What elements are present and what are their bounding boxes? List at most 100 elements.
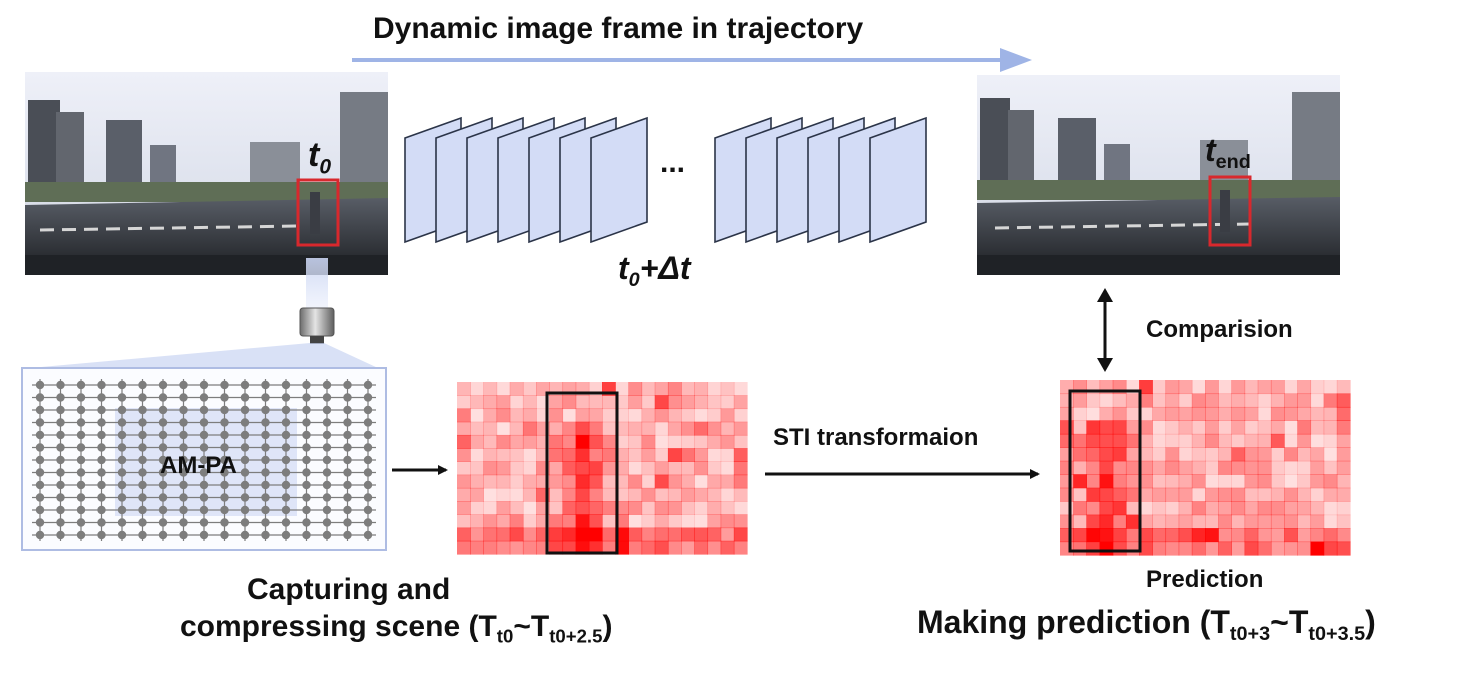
sensor-node	[343, 480, 352, 490]
sensor-node	[138, 493, 147, 502]
sensor-node	[220, 518, 229, 527]
sensor-node	[76, 493, 86, 502]
sensor-node	[261, 455, 270, 465]
sensor-node	[158, 530, 168, 540]
sensor-node	[343, 443, 352, 452]
sensor-node	[158, 418, 168, 427]
sensor-node	[138, 480, 147, 490]
sensor-node	[343, 493, 352, 502]
right-caption: Making prediction (Tt0+3~Tt0+3.5)	[917, 604, 1376, 645]
sensor-node	[220, 380, 229, 390]
sensor-node	[179, 443, 188, 452]
sensor-node	[199, 430, 209, 440]
sensor-node	[281, 405, 291, 415]
sensor-node	[281, 430, 291, 440]
sensor-node	[138, 518, 147, 527]
sensor-node	[363, 468, 373, 477]
sensor-node	[363, 380, 373, 390]
sensor-node	[158, 505, 168, 515]
sensor-node	[363, 430, 373, 440]
capture-beam	[30, 258, 378, 368]
sensor-node	[158, 468, 168, 477]
sensor-node	[240, 393, 250, 402]
sensor-node	[97, 405, 106, 415]
sensor-node	[35, 480, 45, 490]
sensor-node	[322, 493, 332, 502]
sensor-node	[261, 530, 270, 540]
sensor-node	[261, 443, 270, 452]
sensor-node	[302, 505, 311, 515]
sensor-node	[302, 393, 311, 402]
sensor-node	[97, 455, 106, 465]
sensor-node	[35, 530, 45, 540]
sensor-node	[322, 480, 332, 490]
sensor-node	[138, 530, 147, 540]
sensor-node	[199, 405, 209, 415]
sensor-node	[240, 380, 250, 390]
sensor-node	[56, 505, 65, 515]
sensor-node	[240, 418, 250, 427]
sensor-node	[179, 418, 188, 427]
sensor-node	[35, 380, 45, 390]
sensor-node	[322, 418, 332, 427]
sensor-node	[97, 393, 106, 402]
sensor-node	[199, 480, 209, 490]
sensor-node	[117, 393, 127, 402]
sensor-node	[35, 405, 45, 415]
sensor-node	[322, 530, 332, 540]
sensor-node	[220, 480, 229, 490]
sensor-node	[199, 418, 209, 427]
sensor-node	[220, 418, 229, 427]
sensor-node	[302, 405, 311, 415]
sensor-node	[343, 530, 352, 540]
sensor-node	[363, 518, 373, 527]
sensor-node	[322, 518, 332, 527]
sensor-node	[76, 393, 86, 402]
sensor-node	[302, 455, 311, 465]
sensor-node	[117, 443, 127, 452]
sensor-node	[343, 455, 352, 465]
sensor-node	[261, 505, 270, 515]
sensor-node	[35, 418, 45, 427]
frames-ellipsis: ...	[660, 146, 686, 179]
sensor-node	[220, 530, 229, 540]
sensor-node	[97, 430, 106, 440]
sensor-node	[220, 455, 229, 465]
sensor-node	[138, 443, 147, 452]
sensor-node	[261, 393, 270, 402]
sensor-node	[261, 493, 270, 502]
sensor-node	[76, 455, 86, 465]
sensor-node	[363, 505, 373, 515]
sensor-node	[56, 455, 65, 465]
sensor-node	[117, 430, 127, 440]
sensor-node	[117, 418, 127, 427]
left-caption-line1: Capturing and	[247, 573, 451, 606]
sensor-node	[363, 480, 373, 490]
sensor-node	[322, 430, 332, 440]
sensor-node	[240, 493, 250, 502]
sensor-node	[179, 380, 188, 390]
end-time-label: tend	[1205, 132, 1251, 173]
sensor-node	[363, 393, 373, 402]
sensor-node	[302, 480, 311, 490]
sensor-node	[97, 418, 106, 427]
sensor-node	[220, 430, 229, 440]
sensor-node	[302, 430, 311, 440]
sensor-node	[302, 530, 311, 540]
sensor-node	[117, 493, 127, 502]
sensor-node	[322, 443, 332, 452]
sensor-node	[35, 518, 45, 527]
sensor-node	[35, 505, 45, 515]
sensor-node	[220, 405, 229, 415]
sensor-node	[240, 468, 250, 477]
start-frame-photo	[25, 72, 388, 275]
sensor-panel-label: AM-PA	[160, 452, 237, 479]
sensor-node	[35, 443, 45, 452]
sensor-node	[117, 505, 127, 515]
sensor-node	[35, 493, 45, 502]
trajectory-frame	[590, 116, 648, 244]
sensor-node	[179, 455, 188, 465]
sensor-node	[199, 455, 209, 465]
